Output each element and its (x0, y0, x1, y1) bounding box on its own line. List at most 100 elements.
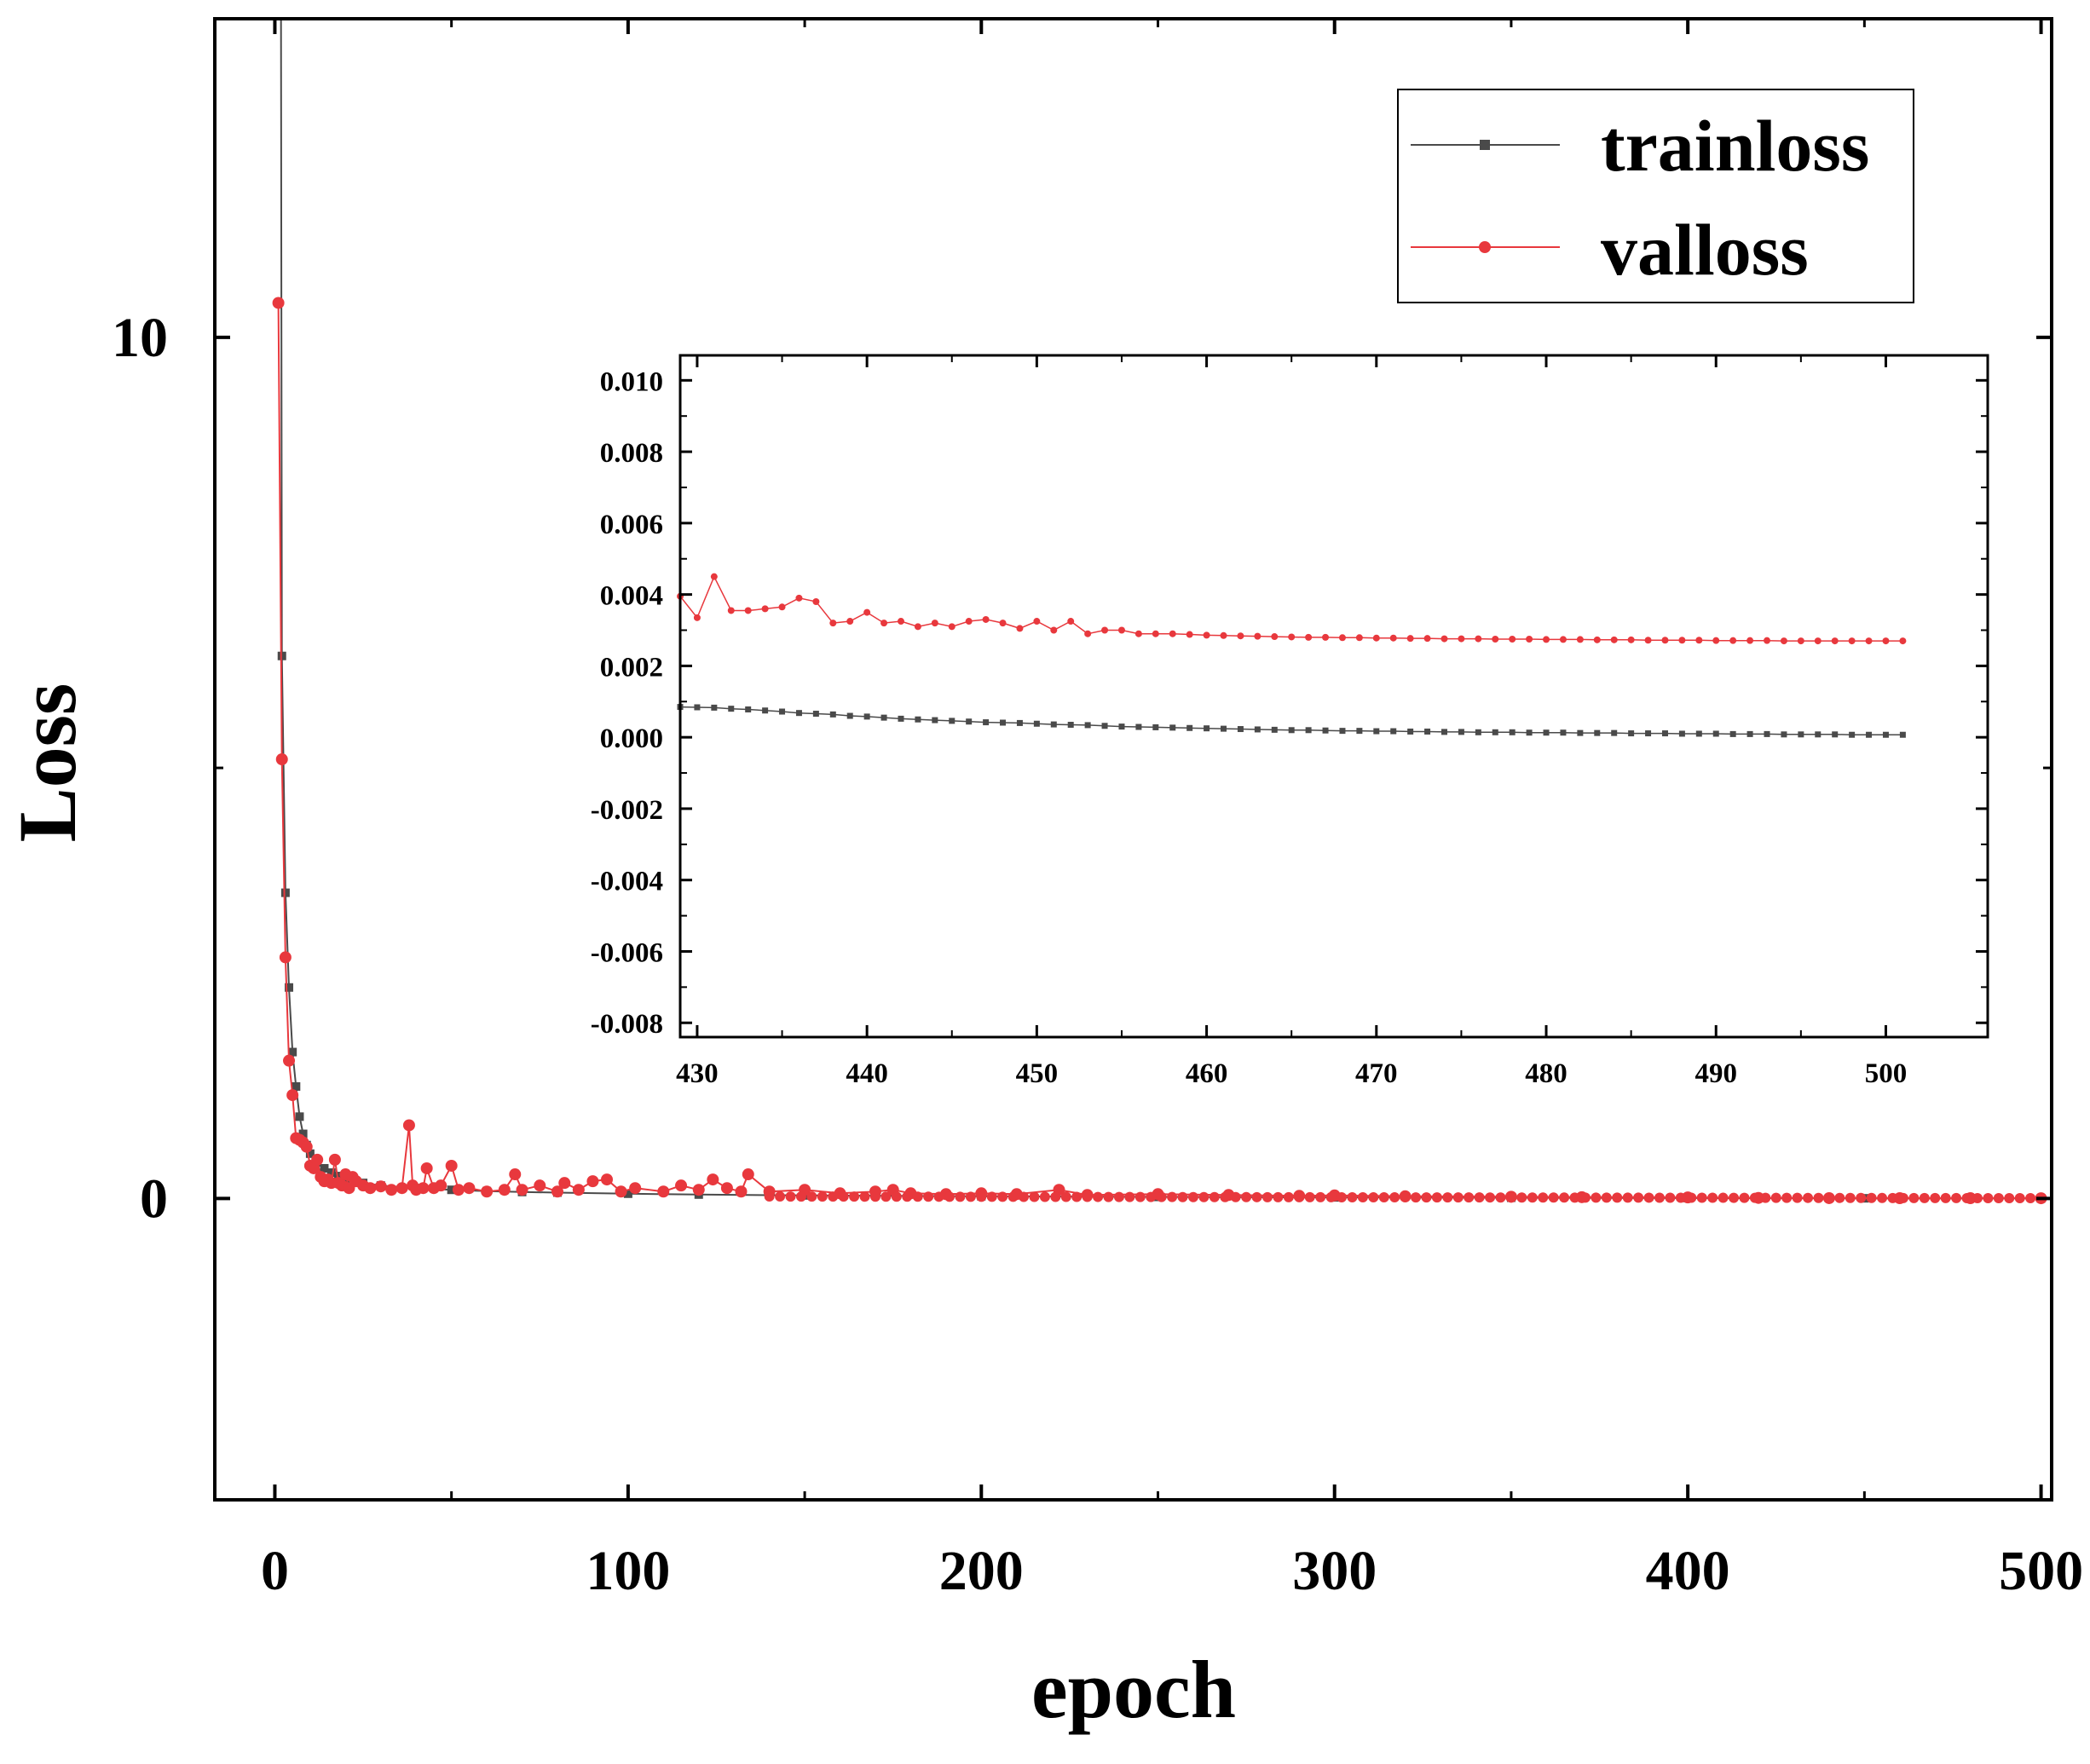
main-point-valloss (675, 1179, 688, 1192)
main-point-trainloss (292, 1081, 301, 1091)
inset-point-valloss (1865, 637, 1873, 645)
inset-point-valloss (1254, 632, 1262, 640)
inset-point-valloss (999, 620, 1007, 627)
main-point-valloss-tail (1983, 1192, 1994, 1203)
main-point-valloss-tail (923, 1191, 934, 1202)
main-point-valloss-tail (1029, 1191, 1040, 1202)
inset-point-trainloss (1577, 729, 1584, 736)
inset-point-valloss (1152, 630, 1159, 637)
inset-point-valloss (1661, 637, 1669, 644)
inset-point-trainloss (1169, 724, 1176, 731)
main-point-valloss-tail (1951, 1192, 1962, 1203)
main-point-valloss (558, 1177, 571, 1190)
main-point-valloss-tail (1167, 1191, 1178, 1202)
main-point-valloss-tail (1400, 1192, 1411, 1203)
inset-point-trainloss (795, 710, 802, 717)
inset-point-valloss (1389, 634, 1397, 642)
inset-point-valloss (1016, 625, 1024, 632)
inset-point-valloss (1593, 636, 1601, 643)
main-point-valloss-tail (1251, 1191, 1262, 1202)
inset-point-trainloss (1050, 721, 1057, 728)
main-x-tick-label: 200 (939, 1540, 1024, 1602)
main-point-valloss-tail (1187, 1191, 1198, 1202)
inset-point-valloss (846, 618, 854, 625)
main-point-valloss-tail (1897, 1192, 1908, 1203)
inset-point-trainloss (1509, 729, 1516, 735)
main-point-valloss-tail (1516, 1192, 1527, 1203)
main-point-valloss-tail (1579, 1192, 1591, 1203)
inset-point-valloss (1729, 637, 1737, 644)
main-point-valloss-tail (955, 1191, 966, 1202)
main-point-valloss-tail (912, 1191, 923, 1202)
main-point-valloss-tail (933, 1191, 944, 1202)
main-point-valloss-tail (1834, 1192, 1845, 1203)
main-point-valloss (551, 1185, 563, 1198)
inset-point-valloss (897, 618, 904, 625)
legend-trainloss-label: trainloss (1601, 105, 1869, 187)
inset-point-trainloss (1560, 729, 1567, 736)
main-point-valloss-tail (1919, 1192, 1930, 1203)
main-point-valloss (735, 1185, 748, 1198)
main-point-valloss-tail (1411, 1192, 1422, 1203)
inset-y-tick-label: 0.008 (600, 438, 663, 469)
main-point-valloss-tail (1050, 1191, 1061, 1202)
inset-plot-frame (678, 354, 1989, 1039)
main-point-trainloss (288, 1047, 297, 1057)
main-point-valloss (601, 1173, 614, 1186)
inset-point-valloss (1576, 636, 1584, 643)
main-y-axis-label: Loss (2, 683, 93, 843)
main-point-valloss-tail (1357, 1191, 1368, 1202)
main-point-valloss-tail (1559, 1192, 1570, 1203)
inset-point-valloss (1814, 637, 1822, 645)
inset-point-valloss (1440, 635, 1448, 643)
main-point-valloss-tail (1093, 1191, 1104, 1202)
inset-point-valloss (1797, 637, 1804, 645)
main-x-tick-label: 0 (261, 1540, 289, 1602)
main-x-tick-label: 400 (1646, 1540, 1730, 1602)
main-point-valloss-tail (1103, 1191, 1114, 1202)
main-x-axis-label: epoch (1031, 1644, 1236, 1735)
main-point-valloss (328, 1153, 341, 1166)
main-point-valloss-tail (1813, 1192, 1824, 1203)
main-point-valloss (395, 1182, 408, 1195)
main-point-valloss-tail (1729, 1192, 1740, 1203)
main-point-valloss-tail (997, 1191, 1008, 1202)
main-point-valloss (300, 1140, 313, 1153)
inset-point-trainloss (1543, 729, 1550, 736)
inset-y-tick-label: 0.002 (600, 652, 663, 683)
inset-point-trainloss (745, 706, 752, 712)
main-point-valloss-tail (838, 1191, 849, 1202)
main-point-valloss-tail (1485, 1192, 1496, 1203)
main-point-valloss (481, 1185, 494, 1198)
main-point-valloss-tail (1675, 1192, 1686, 1203)
inset-point-valloss (1322, 633, 1330, 641)
main-point-valloss-tail (1241, 1191, 1252, 1202)
inset-point-valloss (1712, 637, 1720, 644)
main-point-valloss (385, 1184, 398, 1196)
inset-point-valloss (1186, 631, 1193, 638)
main-point-valloss-tail (1643, 1192, 1654, 1203)
inset-point-valloss (1746, 637, 1754, 644)
main-point-valloss (286, 1089, 299, 1102)
inset-point-trainloss (1526, 729, 1533, 736)
inset-x-tick-label: 460 (1186, 1058, 1228, 1089)
main-point-valloss (516, 1184, 528, 1196)
legend-box (1397, 89, 1914, 303)
inset-point-trainloss (1373, 728, 1380, 735)
inset-point-trainloss (1712, 730, 1719, 737)
main-point-valloss-tail (806, 1191, 817, 1202)
main-point-trainloss (326, 1168, 336, 1178)
main-point-valloss (615, 1185, 627, 1198)
inset-point-trainloss (1101, 723, 1108, 729)
inset-point-trainloss (1000, 719, 1007, 726)
main-point-trainloss (320, 1163, 329, 1173)
main-axes: 0 100 200 300 400 500 0 10 (112, 19, 2083, 1602)
inset-point-valloss (1899, 637, 1907, 645)
inset-point-trainloss (1067, 722, 1074, 729)
inset-point-trainloss (1661, 730, 1668, 737)
main-point-valloss-tail (1612, 1192, 1623, 1203)
main-point-valloss-tail (1294, 1191, 1305, 1202)
main-y-tick-label: 0 (140, 1167, 168, 1230)
main-point-valloss-tail (1304, 1191, 1315, 1202)
inset-point-trainloss (863, 713, 870, 720)
